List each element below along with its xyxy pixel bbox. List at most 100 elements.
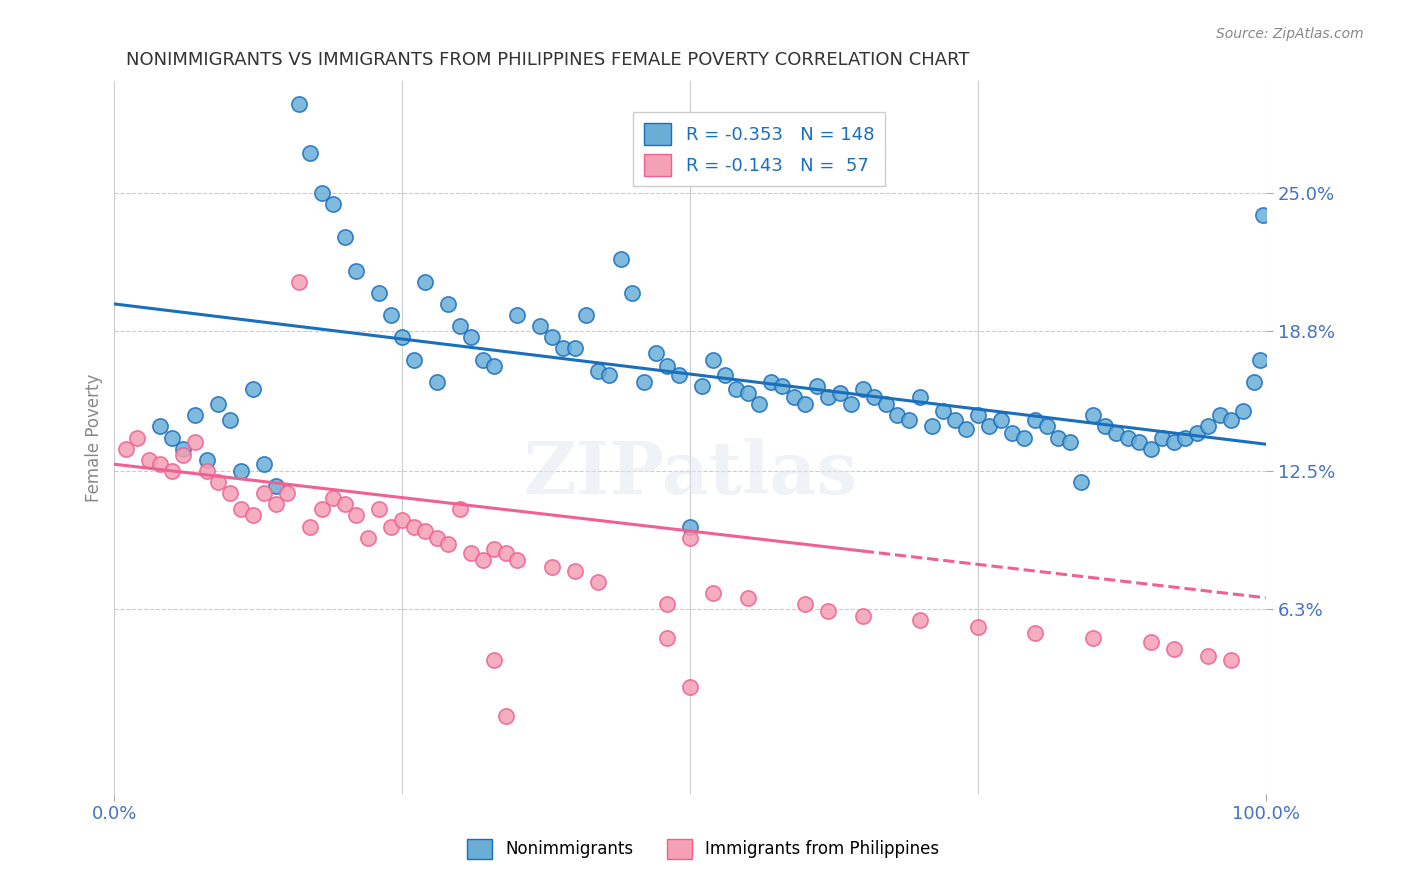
Point [413, 275, 436, 289]
Point [655, 359, 678, 374]
Point [564, 564, 586, 578]
Point [402, 519, 425, 533]
Point [621, 285, 644, 300]
Point [644, 346, 666, 360]
Point [990, 413, 1012, 427]
Point [610, 252, 633, 267]
Point [553, 342, 575, 356]
Point [173, 442, 195, 456]
Point [333, 497, 356, 511]
Point [207, 475, 229, 489]
Point [1012, 430, 1035, 444]
Point [1220, 413, 1243, 427]
Point [380, 519, 402, 533]
Point [794, 598, 817, 612]
Point [541, 330, 564, 344]
Point [311, 501, 333, 516]
Point [426, 375, 449, 389]
Point [229, 501, 252, 516]
Point [495, 708, 517, 723]
Point [460, 546, 482, 560]
Point [506, 553, 529, 567]
Point [759, 375, 782, 389]
Point [586, 364, 609, 378]
Point [322, 196, 344, 211]
Point [1253, 208, 1275, 222]
Text: ZIPatlas: ZIPatlas [523, 438, 858, 508]
Point [253, 486, 276, 500]
Point [299, 519, 322, 533]
Point [852, 608, 875, 623]
Point [1185, 425, 1208, 440]
Point [276, 486, 298, 500]
Point [195, 464, 218, 478]
Point [1116, 430, 1139, 444]
Point [299, 145, 322, 160]
Point [702, 352, 724, 367]
Point [679, 531, 702, 545]
Point [1024, 413, 1046, 427]
Point [1105, 425, 1128, 440]
Point [886, 409, 908, 423]
Point [506, 308, 529, 322]
Point [253, 457, 276, 471]
Point [276, 29, 298, 44]
Point [229, 464, 252, 478]
Point [794, 397, 817, 411]
Point [484, 541, 506, 556]
Point [333, 230, 356, 244]
Point [679, 519, 702, 533]
Point [1163, 642, 1185, 657]
Point [368, 501, 391, 516]
Point [967, 409, 990, 423]
Point [633, 375, 655, 389]
Legend: Nonimmigrants, Immigrants from Philippines: Nonimmigrants, Immigrants from Philippin… [460, 832, 946, 866]
Point [817, 391, 839, 405]
Point [1163, 434, 1185, 449]
Point [184, 434, 207, 449]
Point [1139, 442, 1161, 456]
Point [426, 531, 449, 545]
Point [1094, 419, 1116, 434]
Point [322, 491, 344, 505]
Point [264, 479, 287, 493]
Point [586, 575, 609, 590]
Point [127, 430, 149, 444]
Point [943, 413, 966, 427]
Point [160, 430, 183, 444]
Point [149, 419, 172, 434]
Point [1070, 475, 1092, 489]
Legend: R = -0.353   N = 148, R = -0.143   N =  57: R = -0.353 N = 148, R = -0.143 N = 57 [633, 112, 884, 186]
Point [471, 352, 494, 367]
Point [380, 308, 402, 322]
Point [541, 559, 564, 574]
Point [1024, 626, 1046, 640]
Point [817, 604, 839, 618]
Point [173, 448, 195, 462]
Point [655, 631, 678, 645]
Point [679, 680, 702, 694]
Point [910, 391, 932, 405]
Point [115, 442, 138, 456]
Point [828, 386, 851, 401]
Point [1152, 430, 1174, 444]
Point [852, 382, 875, 396]
Point [1243, 375, 1265, 389]
Point [713, 368, 735, 383]
Point [495, 546, 517, 560]
Point [242, 382, 264, 396]
Point [1081, 631, 1104, 645]
Point [529, 319, 551, 334]
Point [655, 598, 678, 612]
Point [1208, 409, 1230, 423]
Point [921, 419, 943, 434]
Point [218, 413, 240, 427]
Point [979, 419, 1001, 434]
Point [932, 404, 955, 418]
Point [242, 508, 264, 523]
Point [1232, 404, 1254, 418]
Point [437, 297, 460, 311]
Point [391, 330, 413, 344]
Y-axis label: Female Poverty: Female Poverty [86, 374, 103, 501]
Point [839, 397, 862, 411]
